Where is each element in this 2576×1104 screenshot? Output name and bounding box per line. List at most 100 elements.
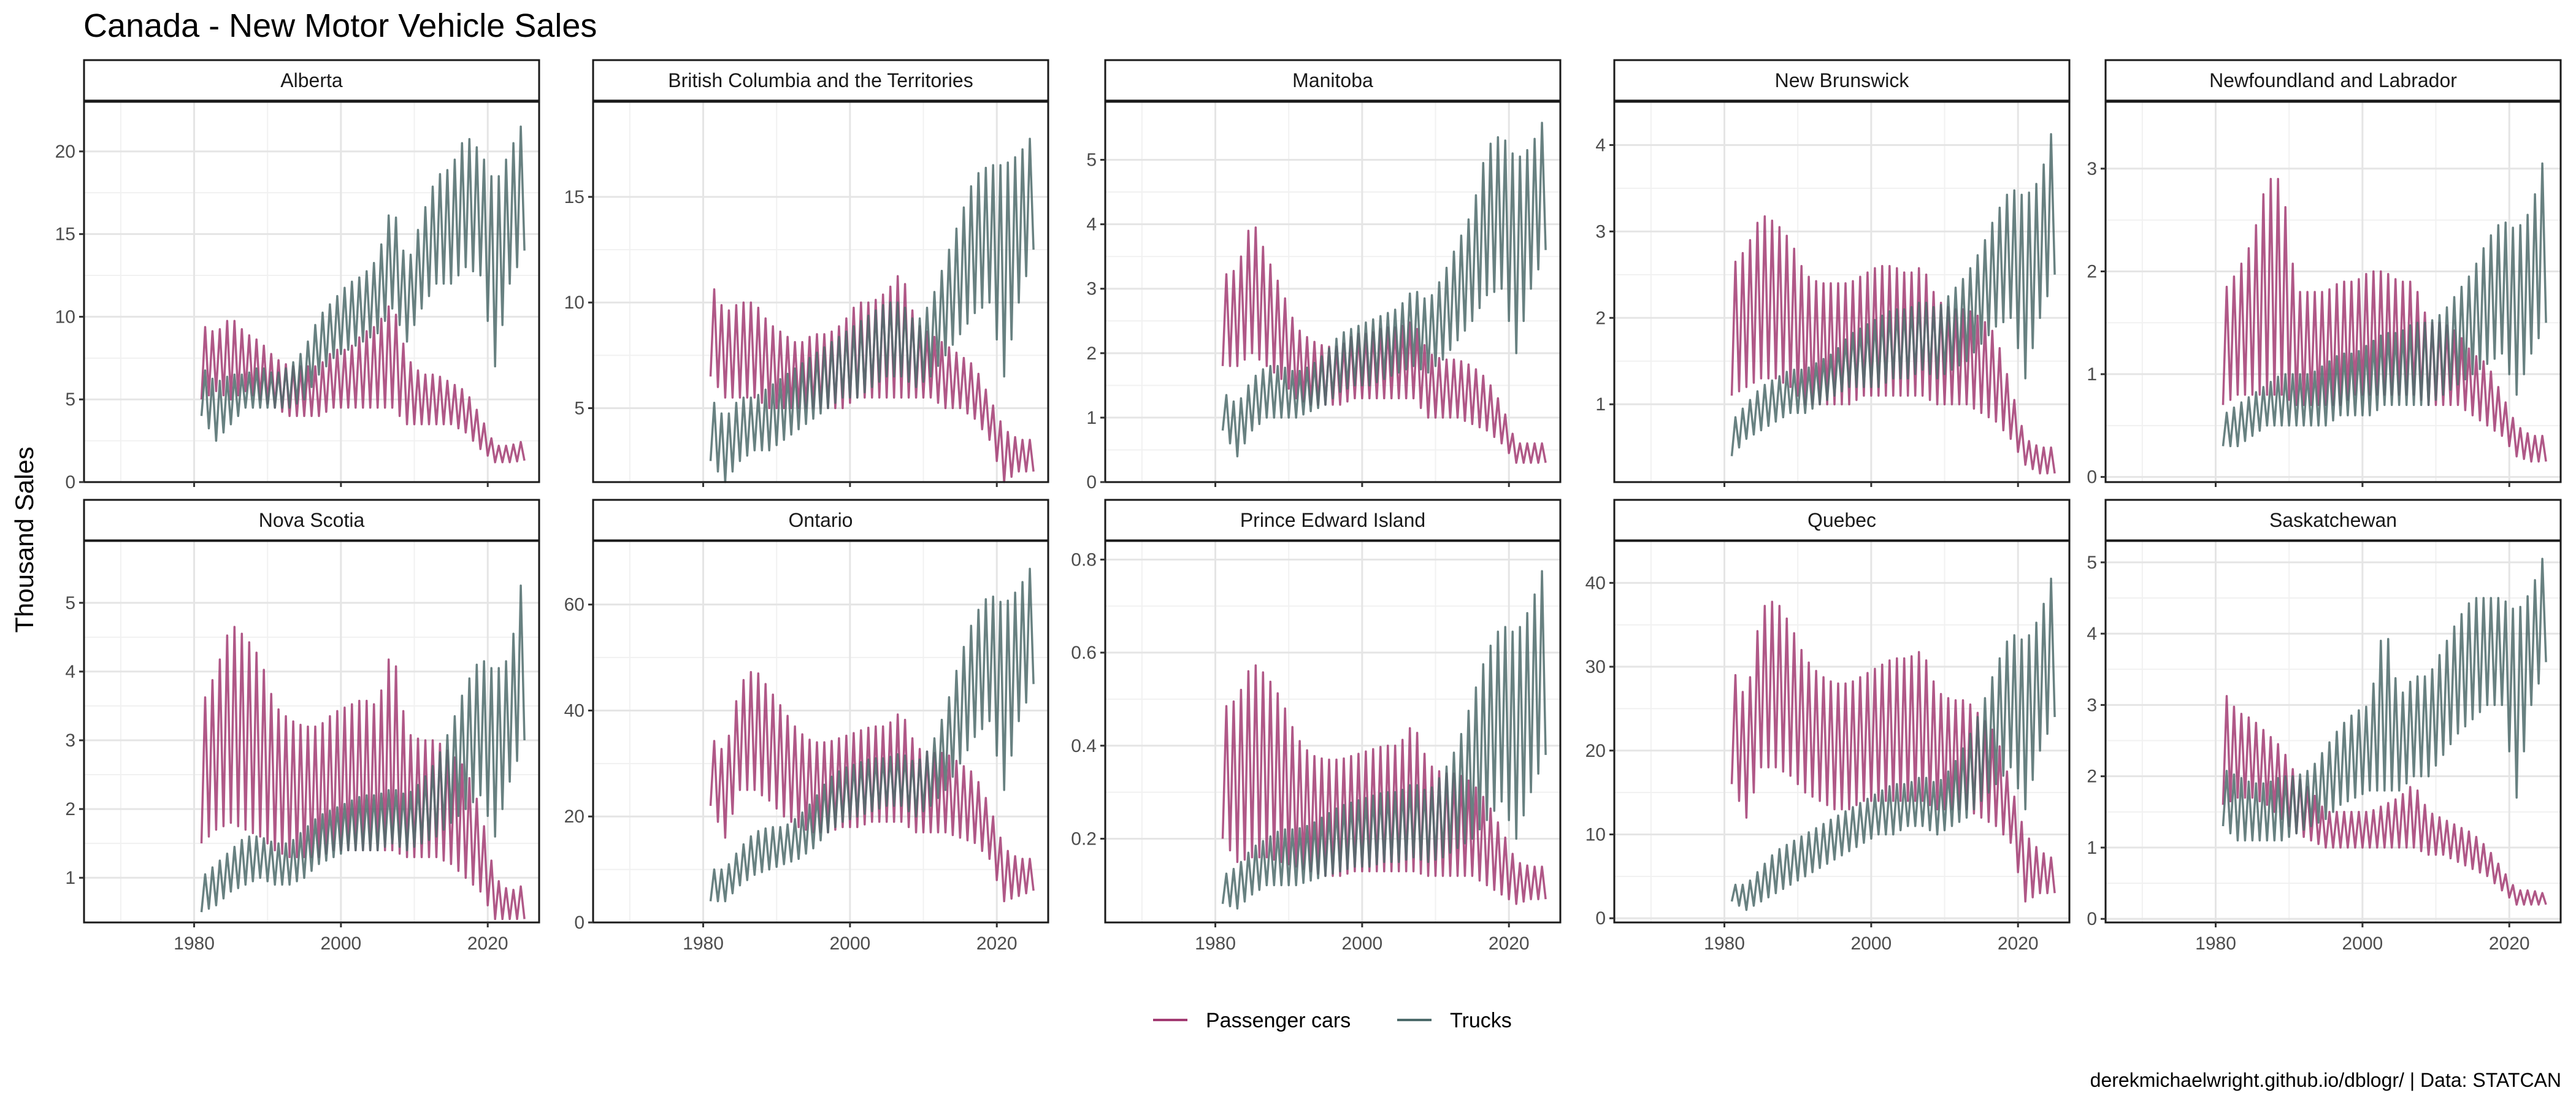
panel-new-brunswick: New Brunswick 1 2 3 4 bbox=[1595, 59, 2071, 487]
y-tick-label: 1 bbox=[65, 868, 75, 888]
panel-border bbox=[2104, 540, 2562, 924]
y-tick-label: 0 bbox=[1086, 472, 1097, 493]
series-line-passenger-cars bbox=[1221, 664, 1547, 905]
legend: Passenger cars Trucks bbox=[1153, 1009, 1512, 1032]
panel-manitoba: Manitoba 0 1 2 3 4 5 bbox=[1086, 59, 1562, 493]
series-line-passenger-cars bbox=[709, 275, 1035, 483]
series-line-passenger-cars bbox=[709, 671, 1035, 903]
series-line-passenger-cars bbox=[2221, 695, 2547, 906]
y-tick-label: 3 bbox=[2087, 159, 2097, 179]
panel-border bbox=[592, 101, 1049, 483]
series-line-passenger-cars bbox=[1730, 215, 2056, 475]
series-line-trucks bbox=[2221, 558, 2547, 842]
y-tick-label: 5 bbox=[2087, 553, 2097, 573]
panel-border bbox=[1613, 101, 2071, 483]
y-tick-label: 40 bbox=[564, 700, 585, 721]
y-tick-label: 1 bbox=[2087, 838, 2097, 858]
x-tick-label: 2000 bbox=[320, 933, 361, 954]
strip-label: New Brunswick bbox=[1775, 69, 1910, 91]
panel-border bbox=[2104, 101, 2562, 483]
strip-box bbox=[592, 499, 1049, 542]
y-tick-label: 2 bbox=[2087, 261, 2097, 282]
plot-background bbox=[593, 102, 1048, 482]
x-tick-label: 2000 bbox=[829, 933, 870, 954]
y-tick-label: 40 bbox=[1585, 573, 1606, 593]
panel-border bbox=[592, 540, 1049, 924]
series-line-trucks bbox=[2221, 162, 2547, 448]
strip-label: Nova Scotia bbox=[259, 509, 365, 531]
strip-box bbox=[83, 59, 540, 102]
y-tick-label: 4 bbox=[1595, 135, 1606, 155]
x-tick-label: 2020 bbox=[976, 933, 1018, 954]
panel-alberta: Alberta 0 5 10 15 20 bbox=[55, 59, 540, 493]
legend-item-trucks: Trucks bbox=[1397, 1009, 1512, 1032]
y-tick-label: 0.6 bbox=[1071, 643, 1097, 663]
panel-border bbox=[83, 101, 540, 483]
y-tick-label: 20 bbox=[55, 142, 75, 162]
x-tick-label: 1980 bbox=[174, 933, 215, 954]
series-line-trucks bbox=[709, 567, 1035, 903]
y-tick-label: 5 bbox=[574, 398, 585, 418]
strip-label: Manitoba bbox=[1292, 69, 1373, 91]
y-tick-label: 3 bbox=[1595, 221, 1606, 242]
y-tick-label: 5 bbox=[1086, 150, 1097, 171]
series-line-trucks bbox=[200, 125, 526, 442]
y-tick-label: 15 bbox=[564, 187, 585, 207]
y-tick-label: 1 bbox=[1595, 394, 1606, 415]
strip-box bbox=[1104, 499, 1562, 542]
panel-ontario: Ontario 0 20 40 60 1980 2000 2020 bbox=[564, 499, 1049, 954]
y-tick-label: 4 bbox=[1086, 215, 1097, 235]
strip-box bbox=[1613, 59, 2071, 102]
caption: derekmichaelwright.github.io/dblogr/ | D… bbox=[2090, 1069, 2561, 1091]
y-tick-label: 0.8 bbox=[1071, 550, 1097, 570]
y-tick-label: 5 bbox=[65, 593, 75, 613]
y-tick-label: 3 bbox=[1086, 279, 1097, 299]
panel-saskatchewan: Saskatchewan 0 1 2 3 4 5 1980 2000 2020 bbox=[2087, 499, 2562, 954]
y-tick-label: 1 bbox=[2087, 364, 2097, 385]
strip-label: Quebec bbox=[1807, 509, 1876, 531]
y-tick-label: 20 bbox=[1585, 741, 1606, 761]
strip-label: Alberta bbox=[280, 69, 343, 91]
strip-label: Prince Edward Island bbox=[1240, 509, 1425, 531]
strip-label: Ontario bbox=[789, 509, 853, 531]
plot-background bbox=[593, 541, 1048, 922]
y-tick-label: 0 bbox=[2087, 467, 2097, 488]
legend-item-passenger-cars: Passenger cars bbox=[1153, 1009, 1351, 1032]
x-tick-label: 2020 bbox=[1998, 933, 2039, 954]
y-tick-label: 10 bbox=[1585, 824, 1606, 845]
legend-label: Passenger cars bbox=[1206, 1009, 1351, 1032]
y-tick-label: 3 bbox=[65, 730, 75, 751]
panel-border bbox=[1613, 540, 2071, 924]
x-tick-label: 2020 bbox=[467, 933, 508, 954]
x-tick-label: 2000 bbox=[1341, 933, 1382, 954]
y-tick-label: 60 bbox=[564, 595, 585, 615]
x-tick-label: 1980 bbox=[2195, 933, 2236, 954]
panel-british-columbia-and-the-territories: British Columbia and the Territories 5 10 1… bbox=[564, 59, 1049, 487]
y-tick-label: 0 bbox=[65, 472, 75, 493]
x-tick-label: 2020 bbox=[1489, 933, 1530, 954]
series-line-passenger-cars bbox=[1730, 600, 2056, 903]
y-tick-label: 2 bbox=[1086, 343, 1097, 364]
strip-label: Newfoundland and Labrador bbox=[2209, 69, 2457, 91]
x-tick-label: 2000 bbox=[1850, 933, 1892, 954]
y-tick-label: 2 bbox=[1595, 308, 1606, 328]
y-tick-label: 2 bbox=[65, 799, 75, 819]
series-line-trucks bbox=[200, 585, 526, 913]
series-line-trucks bbox=[1730, 133, 2056, 456]
strip-box bbox=[2104, 499, 2562, 542]
y-tick-label: 0 bbox=[574, 913, 585, 933]
series-line-trucks bbox=[1221, 570, 1547, 910]
y-tick-label: 15 bbox=[55, 224, 75, 245]
x-tick-label: 2000 bbox=[2342, 933, 2383, 954]
x-tick-label: 2020 bbox=[2489, 933, 2530, 954]
y-tick-label: 20 bbox=[564, 807, 585, 827]
y-tick-label: 4 bbox=[2087, 624, 2097, 644]
series-line-trucks bbox=[1221, 121, 1547, 458]
legend-label: Trucks bbox=[1450, 1009, 1512, 1032]
y-tick-label: 2 bbox=[2087, 767, 2097, 787]
strip-box bbox=[1613, 499, 2071, 542]
y-tick-label: 0.4 bbox=[1071, 736, 1097, 756]
x-tick-label: 1980 bbox=[1704, 933, 1745, 954]
